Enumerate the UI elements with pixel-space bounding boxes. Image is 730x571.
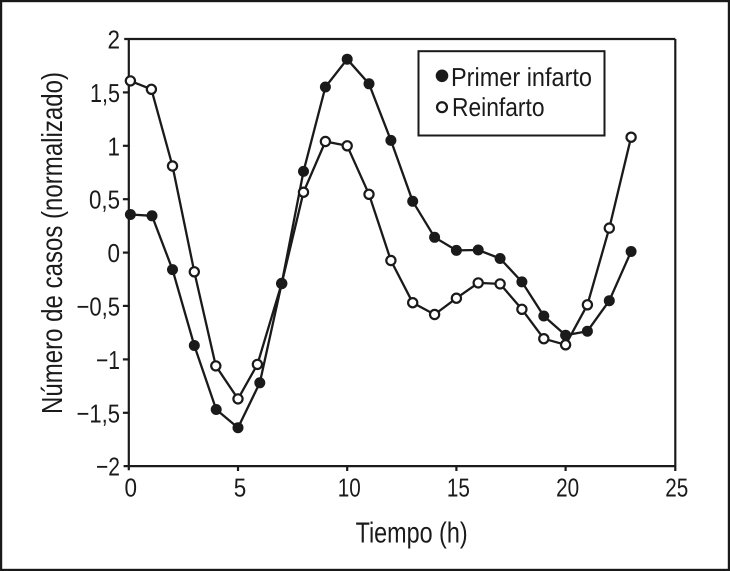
svg-text:Reinfarto: Reinfarto xyxy=(452,92,545,122)
svg-text:0: 0 xyxy=(108,238,121,268)
svg-text:−0,5: −0,5 xyxy=(77,291,121,321)
svg-text:10: 10 xyxy=(338,473,361,503)
svg-text:−1,5: −1,5 xyxy=(77,398,121,428)
svg-text:25: 25 xyxy=(665,473,688,503)
svg-text:−1: −1 xyxy=(96,345,120,375)
svg-text:2: 2 xyxy=(108,25,121,55)
svg-text:0,5: 0,5 xyxy=(89,185,120,215)
svg-text:Primer infarto: Primer infarto xyxy=(451,62,592,92)
svg-text:−2: −2 xyxy=(96,452,120,482)
svg-text:5: 5 xyxy=(234,473,247,503)
svg-text:0: 0 xyxy=(125,473,138,503)
svg-text:Tiempo (h): Tiempo (h) xyxy=(356,518,468,550)
svg-text:1: 1 xyxy=(108,131,121,161)
svg-text:20: 20 xyxy=(556,473,579,503)
svg-text:Número de casos (normalizado): Número de casos (normalizado) xyxy=(37,72,69,414)
svg-text:15: 15 xyxy=(447,473,470,503)
svg-text:1,5: 1,5 xyxy=(90,78,120,108)
